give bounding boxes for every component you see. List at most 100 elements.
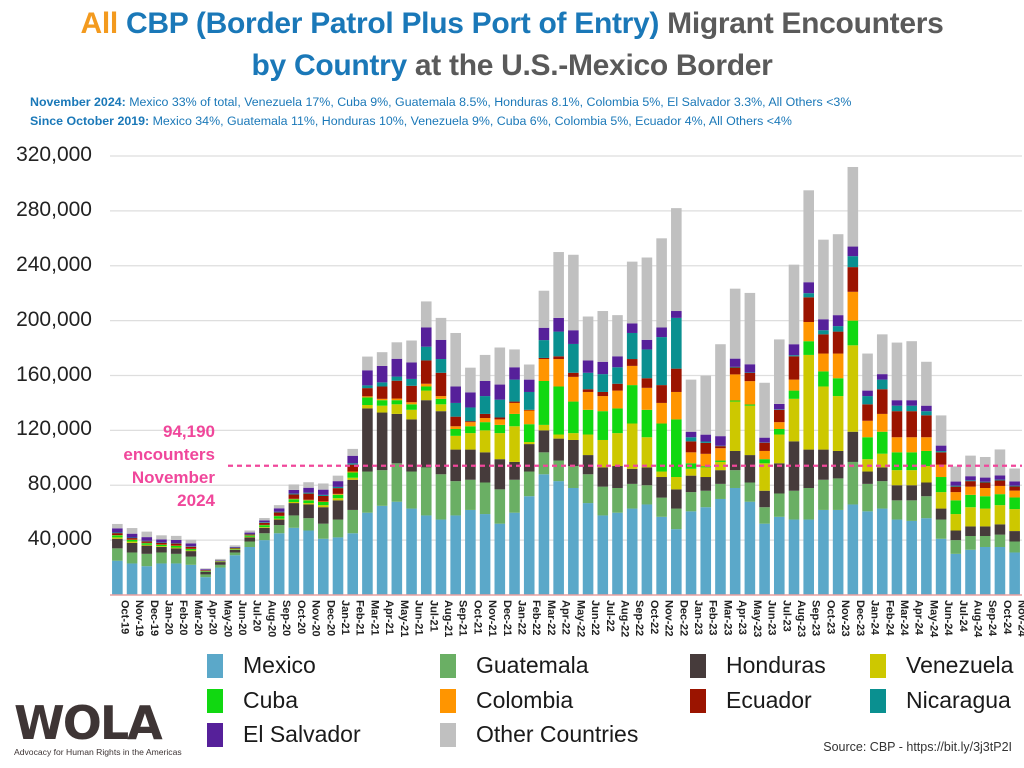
bar-segment-honduras: [244, 537, 256, 542]
bar-segment-cuba: [317, 501, 329, 506]
y-tick-label: 240,000: [16, 252, 92, 276]
legend-item-mexico: Mexico: [207, 652, 316, 679]
bar-segment-guatemala: [773, 493, 785, 517]
x-tick-label: Jul-20: [251, 600, 263, 632]
bar-segment-cuba: [170, 545, 182, 548]
bar-segment-guatemala: [671, 508, 682, 530]
x-tick-label: Aug-22: [618, 600, 630, 637]
bar-segment-venezuela: [715, 461, 726, 471]
x-tick-label: Aug-23: [795, 600, 807, 637]
bar-segment-venezuela: [700, 467, 712, 478]
bar-segment-nicaragua: [788, 355, 800, 357]
bar-May-24: [921, 361, 932, 595]
bar-segment-el-salvador: [626, 323, 638, 333]
legend-item-other-countries: Other Countries: [440, 721, 638, 748]
bar-Aug-22: [612, 315, 623, 595]
bar-Jan-23: [685, 379, 697, 595]
bar-segment-ecuador: [288, 494, 300, 499]
bar-segment-mexico: [494, 523, 506, 595]
bar-Sep-23: [803, 190, 814, 595]
bar-segment-guatemala: [200, 574, 211, 578]
bar-segment-venezuela: [612, 433, 623, 467]
bar-segment-mexico: [744, 501, 756, 595]
bar-segment-ecuador: [641, 378, 653, 388]
legend-item-colombia: Colombia: [440, 687, 573, 714]
bar-segment-nicaragua: [523, 391, 535, 410]
bar-segment-venezuela: [832, 396, 844, 451]
bar-segment-mexico: [818, 509, 829, 595]
bar-segment-colombia: [656, 402, 667, 424]
bar-segment-mexico: [362, 512, 373, 595]
bar-segment-other-countries: [391, 342, 403, 359]
bar-segment-other-countries: [994, 449, 1006, 476]
bar-segment-other-countries: [876, 334, 888, 375]
bar-segment-cuba: [362, 397, 373, 405]
bar-segment-el-salvador: [700, 434, 712, 442]
bar-segment-nicaragua: [906, 405, 917, 412]
bar-Dec-23: [847, 166, 859, 595]
bar-segment-cuba: [994, 494, 1006, 506]
bar-segment-colombia: [979, 487, 991, 497]
bar-segment-colombia: [700, 453, 712, 467]
bar-segment-mexico: [141, 566, 153, 595]
bar-segment-cuba: [185, 549, 197, 551]
bar-segment-nicaragua: [141, 540, 153, 542]
bar-segment-venezuela: [317, 505, 329, 508]
bar-segment-ecuador: [1009, 486, 1020, 491]
bar-segment-colombia: [715, 448, 726, 461]
bar-segment-guatemala: [479, 482, 491, 515]
legend-label: Cuba: [243, 687, 298, 713]
bar-segment-el-salvador: [744, 364, 756, 373]
legend-item-ecuador: Ecuador: [690, 687, 812, 714]
bar-segment-guatemala: [273, 525, 285, 534]
bar-segment-ecuador: [259, 522, 270, 525]
bar-segment-other-countries: [406, 340, 417, 363]
bar-Sep-22: [626, 261, 638, 595]
bar-segment-nicaragua: [362, 385, 373, 389]
bar-segment-cuba: [391, 400, 403, 405]
bar-segment-el-salvador: [465, 392, 476, 408]
bar-segment-ecuador: [553, 356, 564, 360]
legend-swatch: [440, 653, 456, 678]
bar-segment-ecuador: [582, 389, 594, 392]
bar-segment-other-countries: [847, 166, 859, 247]
bar-segment-venezuela: [891, 470, 903, 486]
bar-segment-mexico: [509, 512, 520, 595]
bar-Jan-24: [862, 353, 873, 595]
bar-segment-mexico: [112, 560, 123, 595]
bar-segment-ecuador: [391, 380, 403, 399]
bar-segment-guatemala: [420, 467, 432, 516]
bar-segment-honduras: [156, 546, 167, 553]
bar-segment-honduras: [347, 479, 358, 510]
x-tick-label: Jun-21: [413, 600, 425, 635]
bar-segment-other-countries: [729, 288, 741, 359]
bar-segment-mexico: [288, 527, 300, 595]
x-tick-label: Nov-20: [310, 600, 322, 637]
bar-segment-other-countries: [641, 257, 653, 340]
bar-segment-venezuela: [671, 477, 682, 490]
bar-segment-cuba: [979, 496, 991, 509]
x-tick-label: Nov-22: [663, 600, 675, 637]
bar-segment-nicaragua: [112, 532, 123, 534]
bar-segment-honduras: [406, 419, 417, 472]
bar-segment-other-countries: [317, 483, 329, 490]
bar-segment-guatemala: [818, 479, 829, 510]
bar-segment-el-salvador: [170, 539, 182, 544]
bar-segment-guatemala: [347, 509, 358, 534]
bar-segment-honduras: [215, 562, 226, 565]
bar-segment-el-salvador: [538, 327, 550, 341]
bar-segment-guatemala: [332, 519, 344, 538]
bar-segment-guatemala: [406, 471, 417, 509]
legend-swatch: [870, 653, 886, 678]
bar-segment-el-salvador: [376, 365, 388, 383]
bar-Dec-22: [671, 208, 682, 595]
bar-segment-cuba: [935, 477, 947, 493]
legend-item-honduras: Honduras: [690, 652, 826, 679]
bar-segment-nicaragua: [729, 366, 741, 368]
x-tick-label: Apr-23: [736, 600, 748, 635]
bar-segment-honduras: [185, 551, 197, 557]
bar-segment-cuba: [582, 409, 594, 435]
bar-segment-mexico: [156, 563, 167, 595]
bar-segment-ecuador: [170, 543, 182, 546]
bar-segment-other-countries: [112, 523, 123, 529]
